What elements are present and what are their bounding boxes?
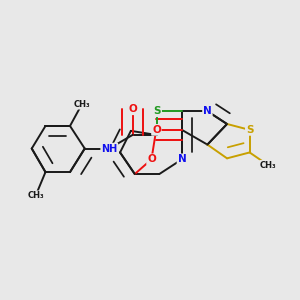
Text: NH: NH [101,143,117,154]
Text: O: O [147,154,156,164]
Text: O: O [152,125,161,135]
Text: CH₃: CH₃ [74,100,90,109]
Text: CH₃: CH₃ [260,161,277,170]
Text: S: S [246,125,253,135]
Text: CH₃: CH₃ [27,191,44,200]
Text: S: S [154,106,161,116]
Text: O: O [128,104,137,114]
Text: N: N [203,106,212,116]
Text: N: N [178,154,186,164]
